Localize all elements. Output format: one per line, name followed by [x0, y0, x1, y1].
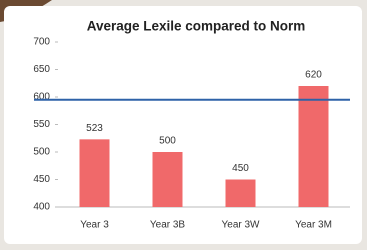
x-tick-label: Year 3B [150, 220, 186, 231]
x-tick-label: Year 3M [295, 220, 332, 231]
y-tick-label: 650 [33, 64, 50, 75]
y-tick-label: 400 [33, 202, 50, 213]
y-tick-label: 600 [33, 92, 50, 103]
y-tick-label: 500 [33, 147, 50, 158]
bar [226, 180, 256, 208]
bar [80, 139, 110, 207]
chart-title: Average Lexile compared to Norm [87, 19, 306, 34]
bar [299, 86, 329, 207]
page: {"chart_data": {"type": "bar", "title": … [0, 0, 367, 250]
chart: Average Lexile compared to Norm 400 450 50… [0, 0, 367, 250]
y-tick-label: 550 [33, 119, 50, 130]
data-label: 620 [305, 70, 322, 81]
data-label: 500 [159, 136, 176, 147]
bar [153, 152, 183, 207]
data-label: 450 [232, 163, 249, 174]
x-tick-label: Year 3W [222, 220, 261, 231]
y-tick-label: 700 [33, 37, 50, 48]
x-tick-label: Year 3 [80, 220, 109, 231]
y-tick-label: 450 [33, 174, 50, 185]
data-label: 523 [86, 123, 103, 134]
